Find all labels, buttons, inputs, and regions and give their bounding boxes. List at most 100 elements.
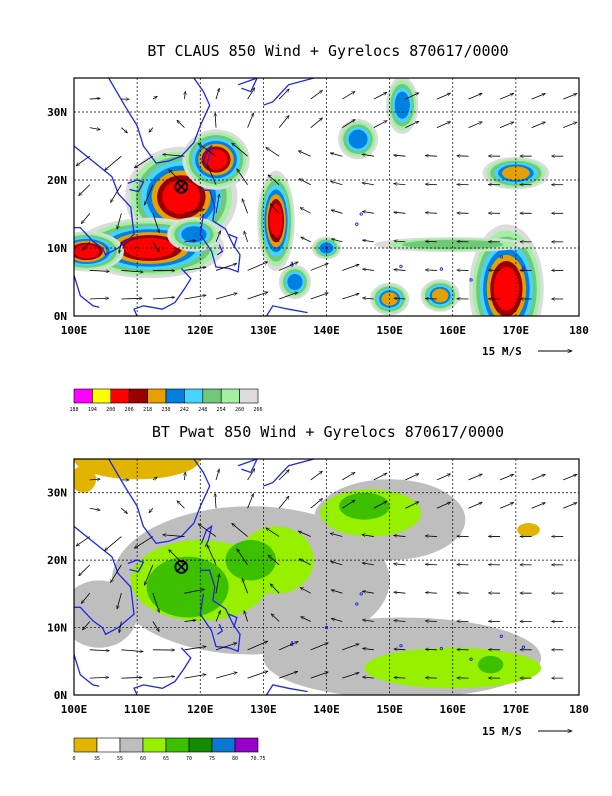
wind-vector bbox=[121, 298, 142, 299]
wind-vector bbox=[279, 116, 289, 128]
wind-vector bbox=[342, 293, 359, 299]
colorbar-label: 194 bbox=[88, 407, 97, 413]
colorbar-swatch bbox=[74, 738, 97, 752]
coastline-segment bbox=[263, 78, 314, 105]
wind-vector bbox=[105, 156, 122, 170]
x-tick-label: 170E bbox=[503, 324, 530, 337]
colorbar-swatch bbox=[97, 738, 120, 752]
x-tick-label: 120E bbox=[187, 703, 214, 716]
colorbar-label: 80 bbox=[232, 756, 238, 762]
moisture-field bbox=[61, 439, 541, 699]
wind-vector bbox=[311, 90, 323, 99]
coastline-segment bbox=[263, 459, 314, 486]
colorbar-swatch bbox=[212, 738, 235, 752]
y-tick-label: 20N bbox=[47, 174, 67, 187]
y-tick-label: 30N bbox=[47, 487, 67, 500]
wind-vector bbox=[362, 240, 373, 242]
colorbar-label: 75 bbox=[209, 756, 215, 762]
wind-vector bbox=[563, 474, 577, 480]
coastline-segment bbox=[267, 306, 308, 316]
y-tick-label: 30N bbox=[47, 106, 67, 119]
coastline-segment bbox=[134, 648, 191, 695]
cloud-cell bbox=[287, 274, 302, 290]
colorbar-swatch bbox=[120, 738, 143, 752]
island bbox=[400, 265, 402, 267]
cloud-cell bbox=[502, 166, 530, 180]
x-tick-label: 170E bbox=[503, 703, 530, 716]
wind-vector bbox=[242, 199, 247, 214]
colorbar-label: 218 bbox=[143, 407, 152, 413]
wind-vector bbox=[331, 181, 343, 184]
wind-vector bbox=[394, 592, 406, 593]
cloud-cell bbox=[432, 289, 448, 303]
island bbox=[356, 223, 358, 225]
coastline-segment bbox=[74, 655, 99, 687]
wind-vector bbox=[177, 120, 185, 127]
wind-vector bbox=[79, 185, 90, 196]
coastline-segment bbox=[229, 234, 237, 248]
colorbar-swatch bbox=[240, 389, 258, 403]
x-tick-label: 150E bbox=[376, 324, 403, 337]
colorbar-label: 248 bbox=[198, 407, 207, 413]
wind-vector bbox=[184, 295, 206, 299]
wind-vector bbox=[149, 128, 153, 133]
cloud-cell bbox=[494, 267, 519, 311]
wind-vector bbox=[121, 128, 127, 133]
island bbox=[360, 213, 362, 215]
wind-vector bbox=[500, 93, 514, 99]
wind-vector bbox=[184, 472, 185, 480]
colorbar-label: 35 bbox=[94, 756, 100, 762]
colorbar-label: 242 bbox=[180, 407, 189, 413]
colorbar-swatch bbox=[166, 389, 184, 403]
x-tick-label: 130E bbox=[250, 324, 277, 337]
wind-vector bbox=[216, 469, 219, 480]
colorbar-label: 60 bbox=[140, 756, 146, 762]
wind-vector bbox=[363, 269, 374, 270]
colorbar-label: 254 bbox=[217, 407, 226, 413]
colorbar-swatch bbox=[74, 389, 92, 403]
cloud-cell bbox=[181, 226, 206, 242]
wind-vector bbox=[216, 293, 237, 299]
wind-vector bbox=[79, 565, 90, 576]
chart-title-pwat: BT Pwat 850 Wind + Gyrelocs 870617/0000 bbox=[152, 423, 504, 441]
wind-vector bbox=[76, 537, 90, 547]
colorbar-swatch bbox=[235, 738, 258, 752]
wind-vector bbox=[121, 650, 143, 652]
wind-vector bbox=[469, 93, 483, 99]
x-tick-label: 100E bbox=[61, 703, 88, 716]
coastline-segment bbox=[267, 685, 308, 695]
wind-vector bbox=[184, 91, 185, 99]
colorbar-swatch bbox=[111, 389, 129, 403]
wind-vector bbox=[330, 153, 342, 156]
x-tick-label: 140E bbox=[313, 703, 340, 716]
wind-vector bbox=[90, 298, 109, 299]
wind-vector bbox=[425, 593, 437, 594]
colorbar-label: 70.75 bbox=[250, 756, 265, 762]
colorbar-swatch bbox=[148, 389, 166, 403]
colorbar-label: 266 bbox=[253, 407, 262, 413]
moisture-region bbox=[61, 580, 137, 647]
wind-vector bbox=[394, 564, 406, 565]
colorbar-label: 200 bbox=[106, 407, 115, 413]
wind-vector bbox=[216, 672, 237, 678]
wind-vector bbox=[311, 293, 329, 299]
wind-vector bbox=[121, 508, 127, 513]
colorbar-swatch bbox=[203, 389, 221, 403]
wind-vector bbox=[425, 156, 437, 157]
colorbar-label: 260 bbox=[235, 407, 244, 413]
coastline-segment bbox=[238, 459, 257, 473]
wind-vector bbox=[342, 472, 355, 480]
colorbar-label: 230 bbox=[161, 407, 170, 413]
wind-vector bbox=[532, 93, 546, 99]
wind-vector bbox=[298, 151, 310, 156]
chart-title-claus: BT CLAUS 850 Wind + Gyrelocs 870617/0000 bbox=[147, 42, 508, 60]
colorbar-swatch bbox=[143, 738, 166, 752]
colorbar-label: 0 bbox=[72, 756, 75, 762]
wind-vector bbox=[279, 496, 289, 508]
wind-vector bbox=[184, 674, 206, 678]
x-tick-label: 180 bbox=[569, 703, 589, 716]
wind-vector bbox=[374, 92, 387, 99]
x-tick-label: 150E bbox=[376, 703, 403, 716]
